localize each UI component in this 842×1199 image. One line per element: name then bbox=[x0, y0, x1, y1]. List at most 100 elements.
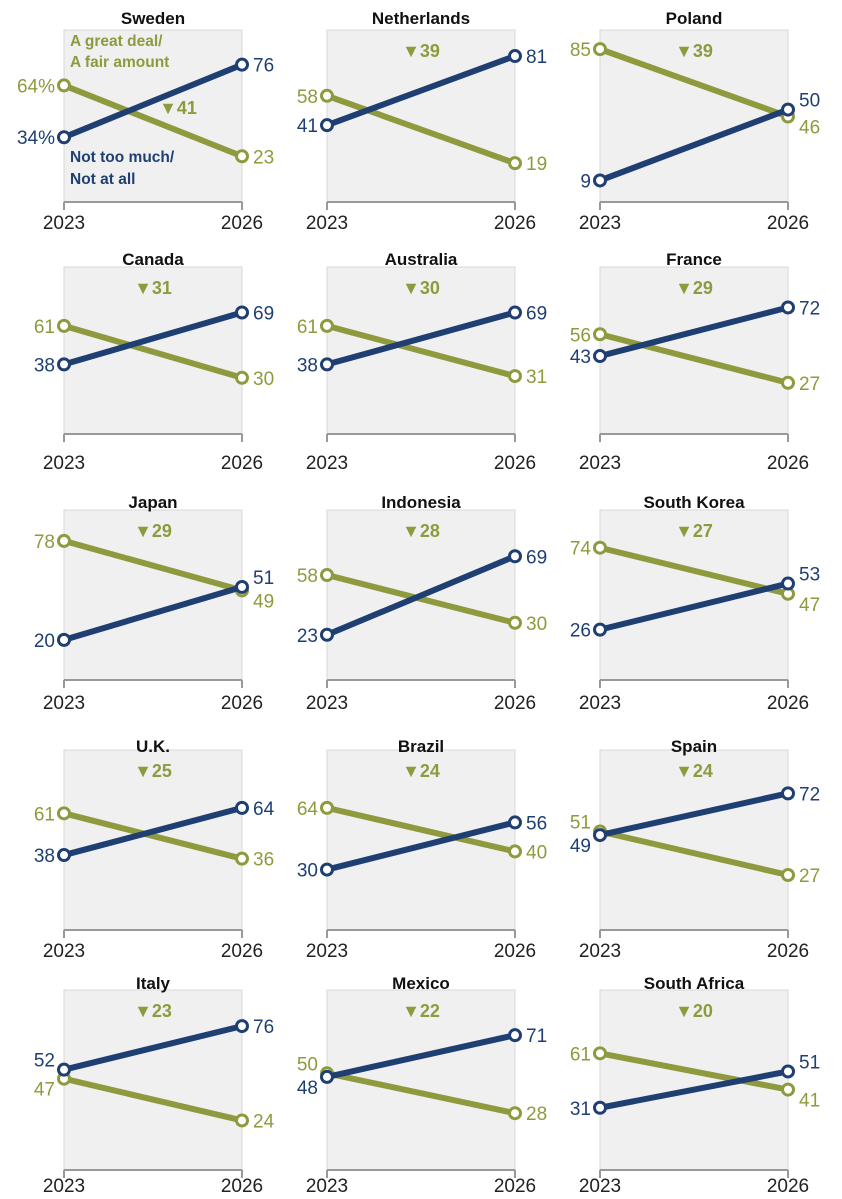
positive-data-label: 61 bbox=[34, 804, 55, 825]
negative-point bbox=[235, 579, 249, 594]
positive-series-line bbox=[597, 46, 791, 120]
x-tick-label: 2023 bbox=[579, 213, 621, 234]
positive-data-label: 47 bbox=[799, 595, 820, 616]
positive-series-line bbox=[597, 544, 791, 597]
panel-background bbox=[63, 29, 243, 203]
legend-positive: A fair amount bbox=[70, 54, 169, 71]
change-label: ▼29 bbox=[134, 521, 172, 541]
negative-point bbox=[235, 305, 249, 320]
change-label: ▼30 bbox=[402, 278, 440, 298]
negative-data-label: 43 bbox=[570, 347, 591, 368]
x-tick-label: 2026 bbox=[494, 213, 536, 234]
negative-point bbox=[781, 300, 795, 315]
positive-point bbox=[781, 1082, 795, 1097]
negative-point bbox=[781, 786, 795, 801]
negative-data-label: 69 bbox=[526, 547, 547, 568]
positive-point bbox=[593, 1046, 607, 1061]
positive-series-line bbox=[324, 92, 518, 167]
negative-series-line bbox=[324, 309, 518, 368]
positive-data-label: 19 bbox=[526, 154, 547, 175]
negative-data-label: 30 bbox=[297, 861, 318, 882]
panel-sweden: Sweden 2023 2026 ▼41 64% 34% 23 76 A great deal/… bbox=[17, 9, 274, 234]
panel-title: South Korea bbox=[643, 493, 745, 512]
x-tick-label: 2026 bbox=[767, 213, 809, 234]
positive-point bbox=[57, 318, 71, 333]
positive-series-line bbox=[61, 537, 245, 594]
negative-series-line bbox=[597, 1068, 791, 1111]
positive-series-line bbox=[324, 804, 518, 855]
negative-point bbox=[508, 49, 522, 64]
negative-point bbox=[235, 800, 249, 815]
change-label: ▼23 bbox=[134, 1001, 172, 1021]
panel-u-k: U.K. 2023 2026 ▼25 61 38 36 64 bbox=[34, 737, 275, 962]
x-tick-label: 2023 bbox=[306, 213, 348, 234]
panel-title: Japan bbox=[128, 493, 177, 512]
negative-data-label: 64 bbox=[253, 799, 275, 820]
change-label: ▼24 bbox=[675, 761, 713, 781]
negative-data-label: 20 bbox=[34, 631, 55, 652]
negative-data-label: 51 bbox=[253, 568, 274, 589]
positive-series-line bbox=[597, 331, 791, 386]
x-tick-label: 2023 bbox=[43, 941, 85, 962]
panel-netherlands: Netherlands 2023 2026 ▼39 58 41 19 81 bbox=[297, 9, 547, 234]
positive-point bbox=[508, 844, 522, 859]
negative-point bbox=[593, 173, 607, 188]
x-tick-label: 2026 bbox=[221, 213, 263, 234]
negative-data-label: 69 bbox=[526, 303, 547, 324]
positive-data-label: 74 bbox=[570, 539, 592, 560]
positive-data-label: 24 bbox=[253, 1111, 275, 1132]
panel-title: Canada bbox=[122, 250, 184, 269]
negative-data-label: 23 bbox=[297, 626, 318, 647]
negative-series-line bbox=[597, 790, 791, 839]
panel-title: U.K. bbox=[136, 737, 170, 756]
x-tick-label: 2026 bbox=[221, 941, 263, 962]
negative-data-label: 50 bbox=[799, 91, 820, 112]
negative-series-line bbox=[324, 53, 518, 129]
positive-point bbox=[320, 568, 334, 583]
negative-data-label: 51 bbox=[799, 1052, 820, 1073]
negative-data-label: 48 bbox=[297, 1078, 318, 1099]
change-label: ▼24 bbox=[402, 761, 440, 781]
positive-data-label: 58 bbox=[297, 87, 318, 108]
negative-point bbox=[593, 622, 607, 637]
negative-series-line bbox=[324, 553, 518, 638]
negative-data-label: 41 bbox=[297, 116, 318, 137]
negative-data-label: 71 bbox=[526, 1026, 547, 1047]
negative-data-label: 76 bbox=[253, 56, 274, 77]
panel-south-africa: South Africa 2023 2026 ▼20 61 31 41 51 bbox=[570, 974, 820, 1197]
negative-data-label: 49 bbox=[570, 836, 591, 857]
positive-data-label: 30 bbox=[253, 369, 274, 390]
positive-point bbox=[508, 156, 522, 171]
panel-title: Poland bbox=[666, 9, 723, 28]
negative-point bbox=[235, 57, 249, 72]
panel-title: Spain bbox=[671, 737, 717, 756]
legend-negative: Not at all bbox=[70, 171, 135, 188]
positive-data-label: 28 bbox=[526, 1104, 547, 1125]
negative-data-label: 34% bbox=[17, 128, 55, 149]
change-label: ▼39 bbox=[402, 41, 440, 61]
positive-series-line bbox=[324, 322, 518, 380]
positive-data-label: 41 bbox=[799, 1091, 820, 1112]
x-tick-label: 2026 bbox=[494, 693, 536, 714]
positive-point bbox=[57, 78, 71, 93]
change-label: ▼41 bbox=[159, 98, 197, 118]
panel-south-korea: South Korea 2023 2026 ▼27 74 26 47 53 bbox=[570, 493, 820, 714]
negative-data-label: 38 bbox=[297, 355, 318, 376]
positive-data-label: 61 bbox=[34, 317, 55, 338]
negative-data-label: 72 bbox=[799, 298, 820, 319]
x-tick-label: 2026 bbox=[221, 453, 263, 474]
positive-data-label: 47 bbox=[34, 1080, 55, 1101]
panel-canada: Canada 2023 2026 ▼31 61 38 30 69 bbox=[34, 250, 274, 474]
positive-series-line bbox=[597, 828, 791, 879]
positive-data-label: 49 bbox=[253, 591, 274, 612]
panel-background bbox=[63, 989, 243, 1171]
negative-point bbox=[781, 1064, 795, 1079]
change-label: ▼27 bbox=[675, 521, 713, 541]
panel-australia: Australia 2023 2026 ▼30 61 38 31 69 bbox=[297, 250, 547, 474]
positive-point bbox=[593, 540, 607, 555]
negative-series-line bbox=[61, 583, 245, 643]
x-tick-label: 2023 bbox=[43, 453, 85, 474]
positive-data-label: 61 bbox=[570, 1044, 591, 1065]
negative-point bbox=[508, 1028, 522, 1043]
